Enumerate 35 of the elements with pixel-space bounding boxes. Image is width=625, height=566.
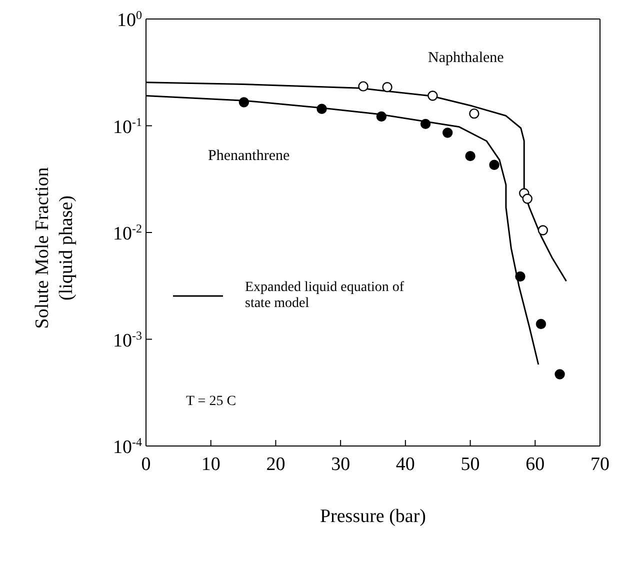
point bbox=[316, 104, 327, 114]
point bbox=[376, 111, 387, 122]
point bbox=[515, 271, 526, 282]
point bbox=[538, 225, 548, 236]
x-tick-label: 30 bbox=[331, 454, 350, 475]
x-tick-label: 60 bbox=[526, 454, 545, 475]
y-tick-label: 10$^{-4}$ bbox=[113, 435, 142, 458]
y-tick-label: 10$^{-2}$ bbox=[113, 222, 142, 244]
point bbox=[469, 108, 480, 119]
y-tick-label: 10$^{-1}$ bbox=[113, 114, 142, 138]
x-tick-label: 0 bbox=[141, 454, 151, 475]
x-axis-title: Pressure (bar) bbox=[320, 506, 426, 527]
point bbox=[465, 150, 476, 162]
annotation: Phenanthrene bbox=[208, 148, 290, 165]
point bbox=[420, 118, 431, 130]
annotation: Naphthalene bbox=[428, 50, 504, 67]
point bbox=[238, 97, 250, 108]
x-tick-label: 10 bbox=[201, 454, 220, 475]
x-tick-label: 40 bbox=[396, 454, 415, 475]
point bbox=[489, 160, 500, 170]
legend-label: Expanded liquid equation of state model bbox=[245, 280, 406, 312]
y-tick-label: 10$^{-3}$ bbox=[113, 328, 142, 352]
x-tick-label: 50 bbox=[460, 454, 480, 475]
point bbox=[382, 82, 392, 92]
x-tick-label: 20 bbox=[266, 454, 286, 475]
point bbox=[442, 128, 453, 138]
point bbox=[554, 369, 565, 380]
x-tick-label: 70 bbox=[590, 454, 610, 475]
point bbox=[428, 90, 438, 101]
point bbox=[536, 318, 546, 330]
point bbox=[522, 194, 532, 204]
point bbox=[358, 81, 368, 92]
y-axis-title: Solute Mole Fraction (liquid phase) bbox=[32, 166, 77, 329]
annotation: T = 25 C bbox=[186, 394, 236, 410]
y-tick-label: 10$^{0}$ bbox=[117, 8, 142, 31]
